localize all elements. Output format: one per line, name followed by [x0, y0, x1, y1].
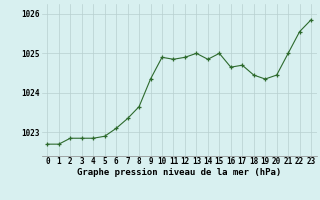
- X-axis label: Graphe pression niveau de la mer (hPa): Graphe pression niveau de la mer (hPa): [77, 168, 281, 177]
